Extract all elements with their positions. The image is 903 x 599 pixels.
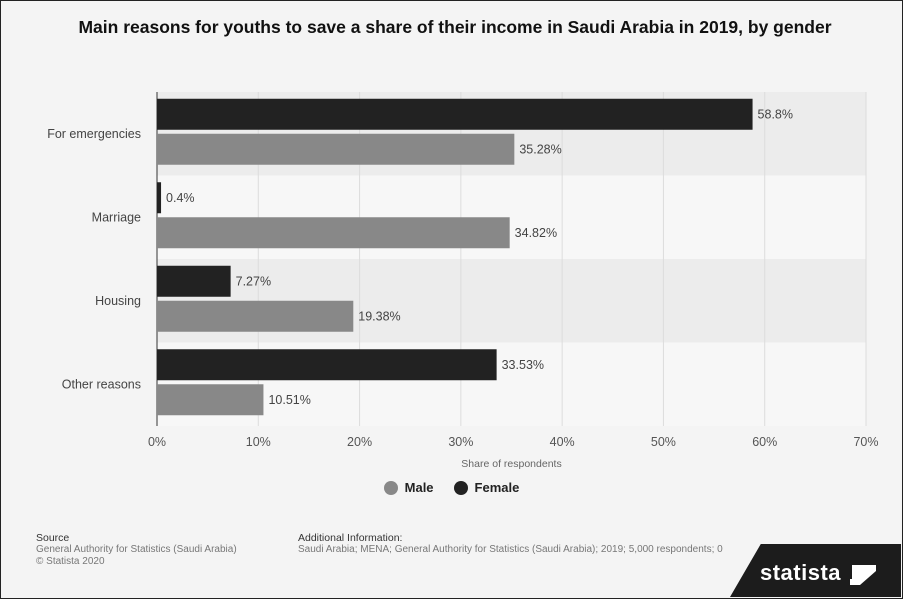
bar-value-label: 35.28% xyxy=(519,142,561,156)
bar-value-label: 7.27% xyxy=(236,274,271,288)
legend-label-female: Female xyxy=(474,480,520,495)
x-tick-label: 60% xyxy=(752,435,777,449)
additional-info-block: Additional Information: Saudi Arabia; ME… xyxy=(298,532,798,556)
legend-item-female[interactable]: Female xyxy=(453,480,520,495)
legend-dot-male-icon xyxy=(383,480,398,495)
x-tick-label: 70% xyxy=(853,435,878,449)
source-block: Source General Authority for Statistics … xyxy=(36,532,237,568)
x-tick-label: 20% xyxy=(347,435,372,449)
category-label: For emergencies xyxy=(47,127,141,141)
category-label: Housing xyxy=(95,294,141,308)
legend-dot-female-icon xyxy=(453,480,468,495)
bar-male xyxy=(157,384,264,416)
bar-male xyxy=(157,133,515,165)
bar-male xyxy=(157,217,510,249)
x-tick-label: 40% xyxy=(550,435,575,449)
x-tick-label: 30% xyxy=(448,435,473,449)
bar-female xyxy=(157,265,231,297)
source-heading: Source xyxy=(36,532,70,544)
bar-value-label: 19.38% xyxy=(358,309,400,323)
legend-label-male: Male xyxy=(404,480,434,495)
x-axis-title: Share of respondents xyxy=(461,458,561,470)
bar-female xyxy=(157,182,162,214)
category-label: Other reasons xyxy=(62,377,141,391)
bar-female xyxy=(157,98,753,130)
chart-title: Main reasons for youths to save a share … xyxy=(78,17,832,37)
bar-value-label: 58.8% xyxy=(758,107,793,121)
source-line[interactable]: General Authority for Statistics (Saudi … xyxy=(36,544,237,555)
bar-value-label: 33.53% xyxy=(502,358,544,372)
copyright-line: © Statista 2020 xyxy=(36,556,105,567)
x-tick-label: 50% xyxy=(651,435,676,449)
statista-logo-icon xyxy=(850,565,876,585)
additional-info-heading: Additional Information: xyxy=(298,532,403,544)
legend-item-male[interactable]: Male xyxy=(383,480,434,495)
bar-value-label: 10.51% xyxy=(268,393,310,407)
x-tick-label: 0% xyxy=(148,435,166,449)
bar-male xyxy=(157,300,354,332)
bar-value-label: 34.82% xyxy=(515,226,557,240)
bar-female xyxy=(157,349,497,381)
brand-logo-text: statista xyxy=(760,560,842,585)
bar-value-label: 0.4% xyxy=(166,191,195,205)
x-tick-label: 10% xyxy=(246,435,271,449)
category-label: Marriage xyxy=(92,210,141,224)
legend: Male Female xyxy=(0,480,903,495)
additional-info-text: Saudi Arabia; MENA; General Authority fo… xyxy=(298,544,723,555)
